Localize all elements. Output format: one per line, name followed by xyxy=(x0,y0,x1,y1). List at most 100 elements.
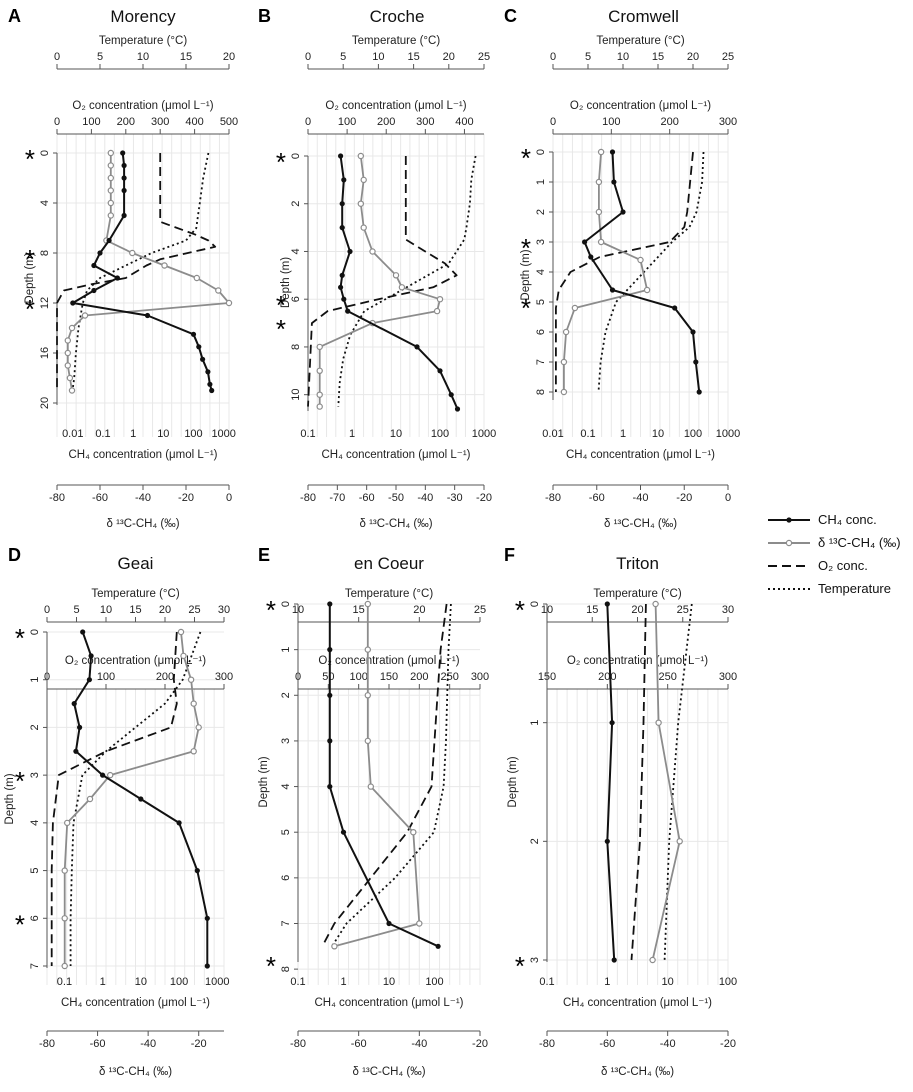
d13c-series-point xyxy=(68,387,76,394)
d13c-series-point xyxy=(655,719,662,726)
d13c-series-point xyxy=(107,149,115,157)
ch4-series-point xyxy=(196,344,202,350)
ch4-axis-tick-label: 0.01 xyxy=(62,428,83,440)
temperature-axis-tick-label: 25 xyxy=(474,604,486,616)
temperature-axis-label: Temperature (°C) xyxy=(352,35,440,47)
ch4-series-point xyxy=(204,915,210,921)
o2-axis-tick-label: 0 xyxy=(305,116,311,128)
ch4-axis-label: CH₄ concentration (μmol L⁻¹) xyxy=(566,449,715,461)
d13c-axis-tick-label: -40 xyxy=(633,492,649,504)
ch4-series-point xyxy=(194,868,200,874)
ch4-axis-tick-label: 1 xyxy=(620,428,626,440)
depth-axis-tick-label: 0 xyxy=(535,149,547,155)
ch4-axis-tick-label: 1000 xyxy=(211,428,235,440)
d13c-series-point xyxy=(360,224,367,231)
temperature-axis-tick-label: 20 xyxy=(223,51,235,63)
temperature-axis-tick-label: 5 xyxy=(73,604,79,616)
ch4-axis-label: CH₄ concentration (μmol L⁻¹) xyxy=(68,449,217,461)
ch4-series-line xyxy=(606,603,616,961)
ch4-axis-tick-label: 1 xyxy=(349,428,355,440)
sampling-depth-star: * xyxy=(266,595,276,625)
d13c-series-point xyxy=(360,176,367,184)
d13c-axis-tick-label: -80 xyxy=(539,1038,555,1050)
legend-label-temp: Temperature xyxy=(818,581,891,596)
d13c-series-point xyxy=(364,737,371,745)
sampling-depth-star: * xyxy=(25,244,35,274)
legend: CH₄ conc. δ ¹³C-CH₄ (‰) O₂ conc. Tempera… xyxy=(768,512,901,596)
d13c-series-point xyxy=(595,178,603,186)
ch4-axis-tick-label: 1000 xyxy=(472,428,496,440)
d13c-series-point xyxy=(187,676,195,683)
o2-axis-tick-label: 200 xyxy=(598,671,616,683)
temperature-axis-tick-label: 15 xyxy=(652,51,664,63)
d13c-series-point xyxy=(357,200,364,207)
temperature-axis-tick-label: 15 xyxy=(353,604,365,616)
d13c-axis-tick-label: -60 xyxy=(359,492,375,504)
ch4-series-point xyxy=(340,829,347,835)
sampling-depth-star: * xyxy=(515,595,525,625)
grid xyxy=(307,134,485,437)
temperature-axis-tick-label: 20 xyxy=(631,604,643,616)
d13c-series-point xyxy=(107,212,115,219)
d13c-series-point xyxy=(652,600,659,608)
d13c-series-point xyxy=(364,600,371,608)
d13c-axis-tick-label: -40 xyxy=(417,492,433,504)
legend-label-o2: O₂ conc. xyxy=(818,558,868,573)
o2-axis-label: O₂ concentration (μmol L⁻¹) xyxy=(318,655,459,667)
ch4-series-point xyxy=(620,209,626,215)
o2-series-line xyxy=(56,153,217,391)
ch4-series-point xyxy=(91,287,97,294)
d13c-axis-tick-label: -20 xyxy=(676,492,692,504)
d13c-series-point xyxy=(190,748,197,755)
legend-label-ch4: CH₄ conc. xyxy=(818,512,877,527)
o2-series-line xyxy=(555,151,694,392)
ch4-series-point xyxy=(327,692,333,698)
d13c-series-point xyxy=(560,358,568,366)
ch4-series-point xyxy=(138,796,144,802)
temperature-axis-tick-label: 10 xyxy=(137,51,149,63)
ch4-axis-tick-label: 0.1 xyxy=(300,428,315,440)
temperature-axis-tick-label: 25 xyxy=(188,604,200,616)
ch4-series-point xyxy=(327,601,333,607)
ch4-series-point xyxy=(121,175,127,181)
d13c-series-point xyxy=(193,274,200,282)
ch4-series-point xyxy=(97,250,103,256)
depth-axis-tick-label: 20 xyxy=(39,397,51,409)
sampling-depth-star: * xyxy=(15,909,25,939)
depth-axis-label: Depth (m) xyxy=(280,257,292,308)
depth-axis-tick-label: 4 xyxy=(535,269,547,275)
o2-axis-tick-label: 400 xyxy=(185,116,203,128)
d13c-series-point xyxy=(225,299,233,307)
ch4-axis-tick-label: 10 xyxy=(135,976,147,988)
ch4-series-point xyxy=(144,312,151,319)
ch4-series-point xyxy=(205,369,211,375)
d13c-series-point xyxy=(195,724,202,731)
d13c-series-point xyxy=(61,867,68,874)
d13c-axis-tick-label: -30 xyxy=(447,492,463,504)
ch4-axis-label: CH₄ concentration (μmol L⁻¹) xyxy=(314,997,463,1009)
ch4-axis-tick-label: 100 xyxy=(431,428,449,440)
d13c-series-point xyxy=(392,272,400,279)
depth-axis-tick-label: 8 xyxy=(39,250,51,256)
o2-axis-label: O₂ concentration (μmol L⁻¹) xyxy=(65,655,206,667)
d13c-series-line xyxy=(563,151,648,392)
d13c-series-point xyxy=(597,238,605,246)
ch4-series-point xyxy=(339,201,345,207)
ch4-series-point xyxy=(200,356,206,362)
d13c-axis-tick-label: -60 xyxy=(599,1038,615,1050)
panel-title: Morency xyxy=(110,7,176,26)
d13c-series-point xyxy=(64,349,72,357)
o2-axis-tick-label: 500 xyxy=(220,116,238,128)
ch4-axis-tick-label: 1 xyxy=(340,976,346,988)
ch4-axis-label: CH₄ concentration (μmol L⁻¹) xyxy=(321,449,470,461)
d13c-axis-tick-label: -60 xyxy=(90,1038,106,1050)
d13c-series-point xyxy=(107,162,115,169)
ch4-series-point xyxy=(611,957,617,963)
o2-axis-tick-label: 250 xyxy=(440,671,458,683)
ch4-series-point xyxy=(448,392,454,398)
d13c-series-point xyxy=(316,391,323,398)
depth-axis-tick-label: 8 xyxy=(290,344,302,350)
ch4-series-point xyxy=(690,329,696,335)
depth-axis-tick-label: 8 xyxy=(280,966,292,972)
